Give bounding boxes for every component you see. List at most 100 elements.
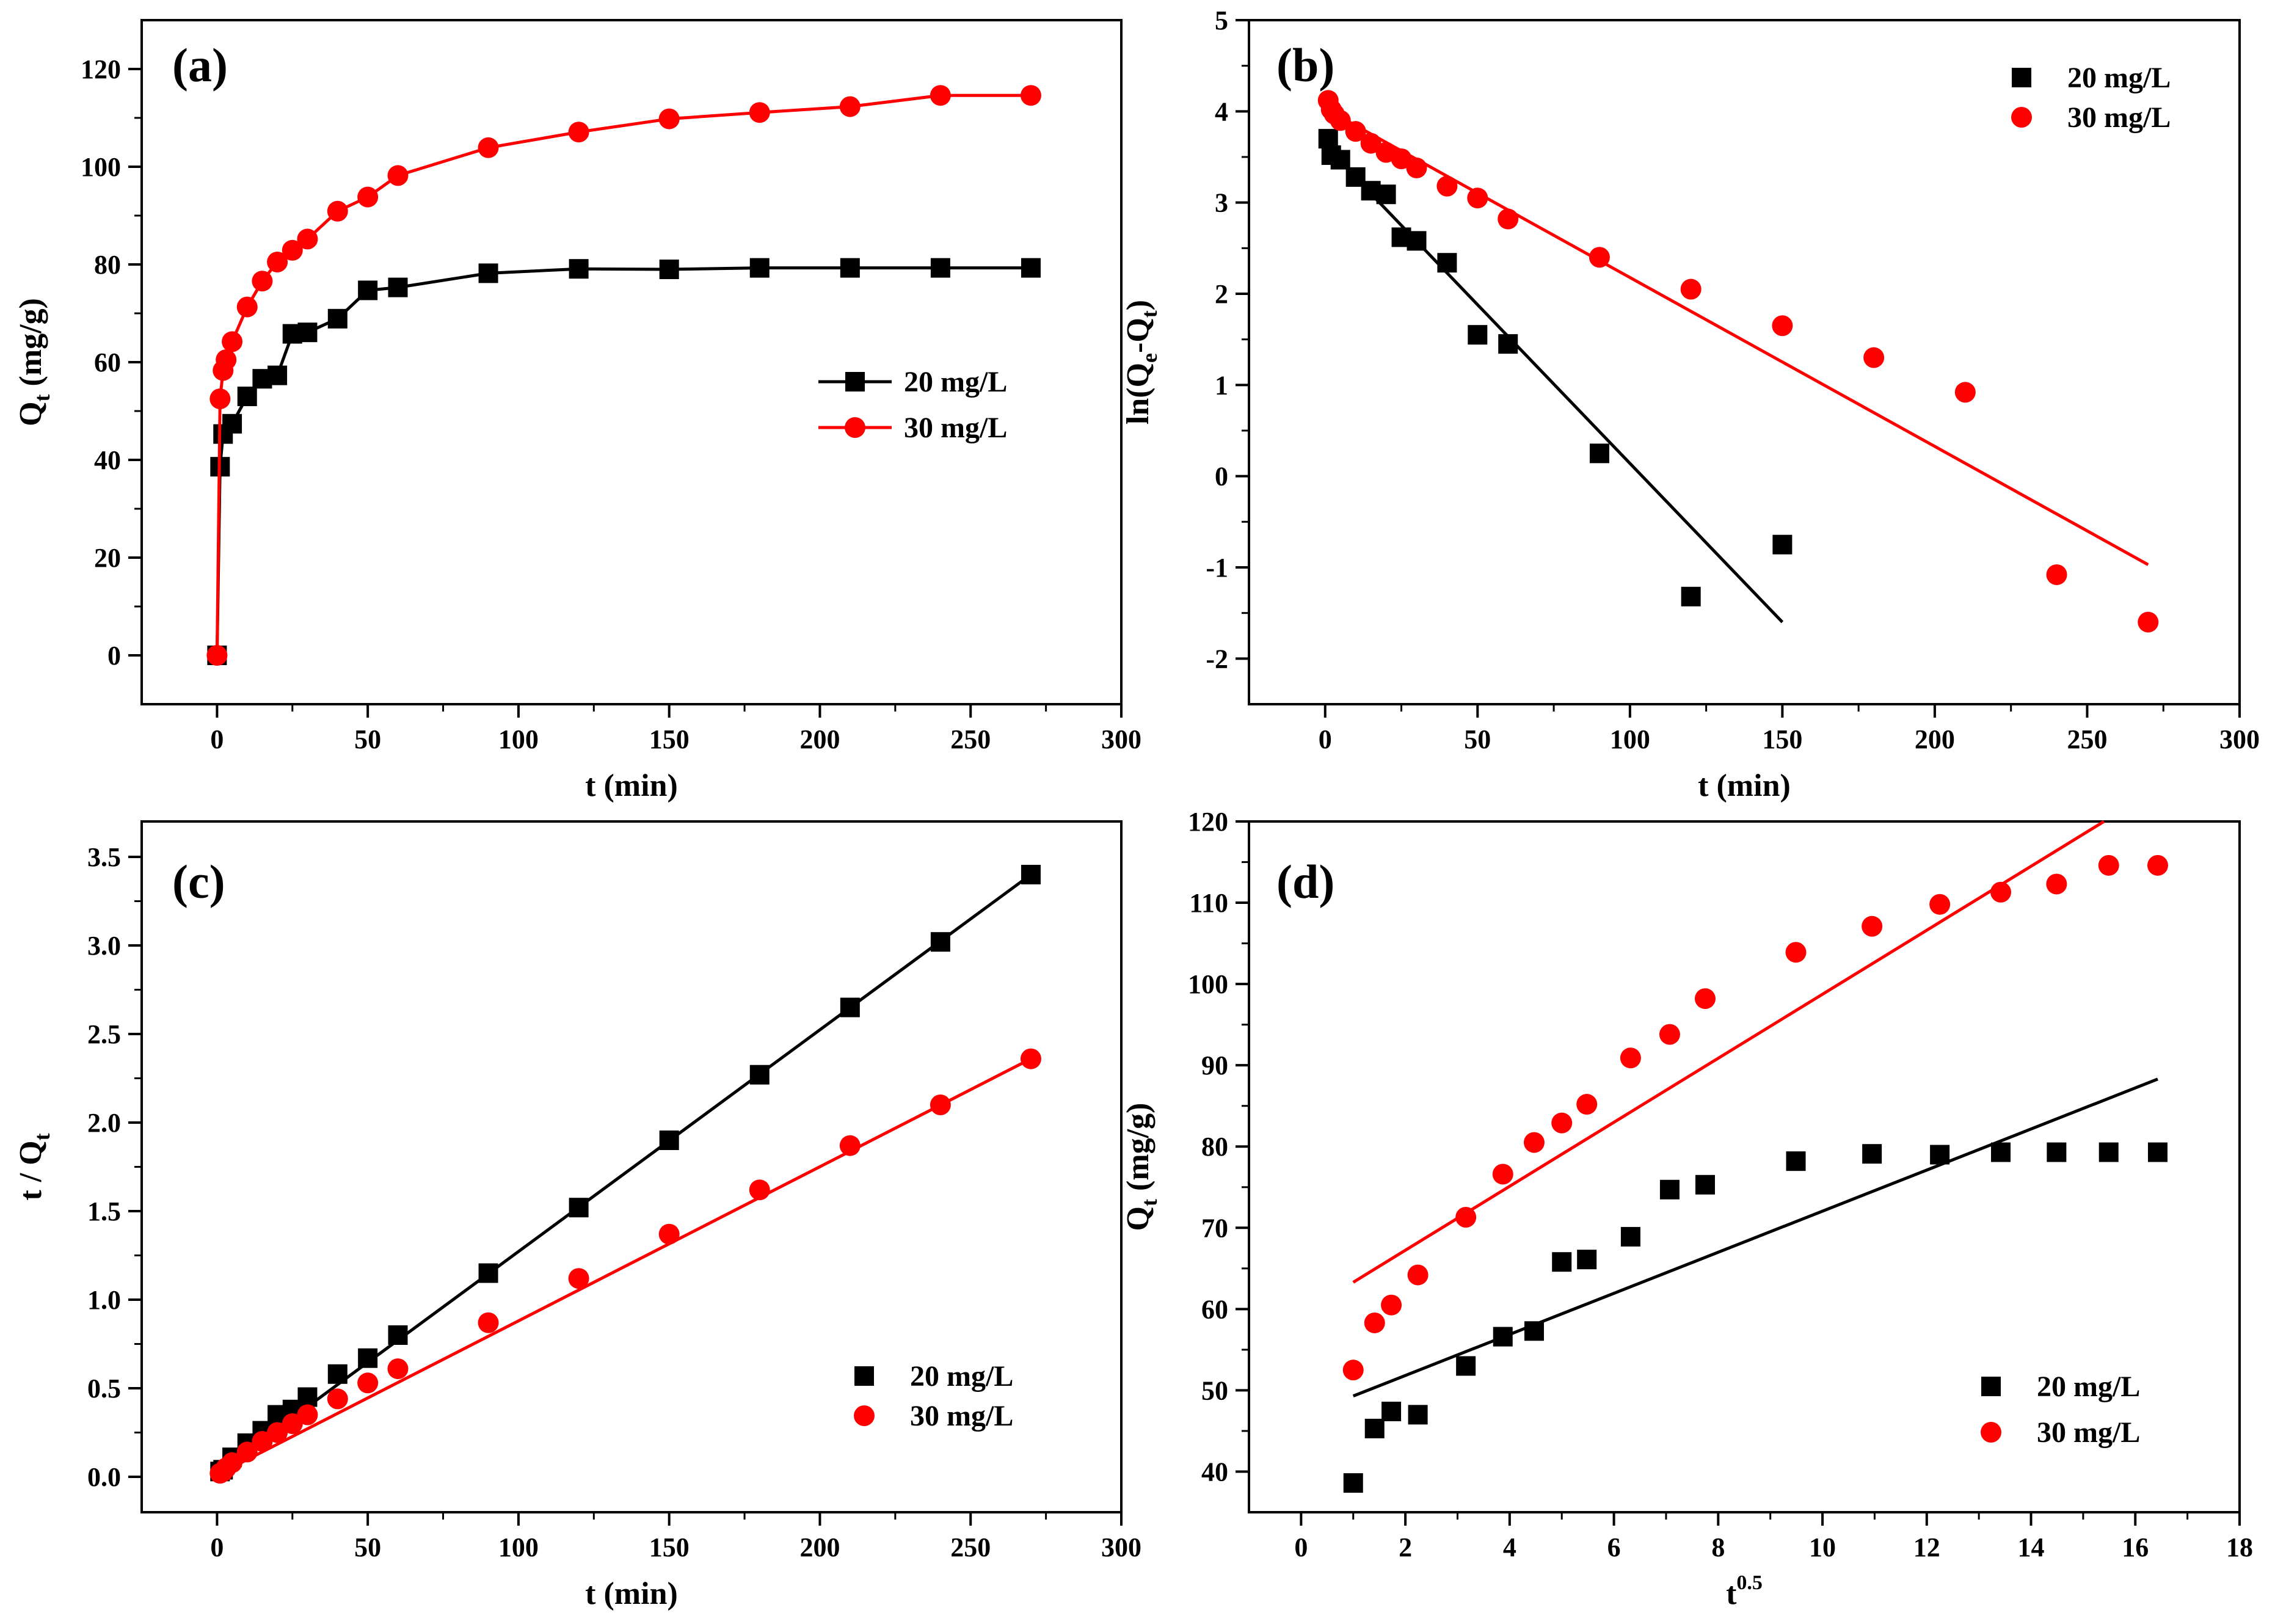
x-tick-label: 250 [950,1532,991,1562]
y-tick-label: 90 [1201,1051,1228,1080]
data-point [297,228,318,250]
x-tick-label: 10 [1809,1532,1836,1562]
panel-c: 0 50 100 150 200 250 300 0.0 0.5 1.0 1.5 2.0 2.5 3.0 3… [13,820,1141,1611]
data-point [327,308,348,329]
data-point [2098,1142,2119,1162]
series-30mgL [1342,820,2168,1381]
y-tick-label: 1.0 [87,1285,121,1315]
data-point [1021,258,1041,278]
y-tick-label: 3.0 [87,931,121,961]
y-tick-label: 2.5 [87,1019,121,1049]
data-point [237,387,257,406]
data-point [222,1452,243,1473]
data-point [840,997,860,1018]
y-tick-label: 120 [81,54,121,84]
data-point [1498,208,1519,230]
data-point [1659,1024,1680,1045]
panel-label: (b) [1276,38,1334,92]
data-point [1659,1179,1680,1200]
x-tick-label: 50 [354,1532,381,1562]
data-point [222,413,242,434]
fit-line [216,1057,1032,1477]
plot-frame [140,19,1123,705]
data-point [1695,1174,1715,1195]
data-point [2098,854,2119,876]
x-tick-label: 150 [649,724,690,754]
data-point [1376,184,1396,205]
data-point [1021,865,1041,884]
x-tick-label: 100 [498,1532,539,1562]
data-point [1929,894,1951,915]
data-point [749,102,770,123]
data-point [327,200,348,222]
x-tick-label: 200 [799,724,840,754]
plot-frame [1248,19,2241,705]
data-point [1020,85,1041,106]
data-point [1381,1294,1402,1316]
series-20mgL [1318,129,1793,624]
data-point [1493,1327,1513,1347]
data-point [1589,443,1609,464]
data-point [659,260,679,279]
legend-marker [2011,107,2032,128]
data-point [206,645,228,666]
x-tick-label: 100 [498,724,539,754]
data-point [839,96,861,117]
data-point [236,296,258,318]
data-point [1577,1250,1597,1270]
data-point [297,1404,318,1426]
data-point [388,277,408,297]
data-point [1694,988,1716,1010]
data-point [1498,334,1518,354]
data-point [216,349,237,370]
data-point [1437,253,1457,273]
data-point [1342,1360,1364,1381]
data-point [749,1065,770,1085]
y-tick-label: -1 [1206,553,1228,583]
data-point [1360,133,1381,154]
data-point [930,85,951,106]
data-point [1318,129,1338,149]
data-point [1391,148,1412,169]
x-axis-label: t (min) [585,1576,678,1611]
data-point [1492,1163,1513,1185]
data-point [478,1312,499,1333]
data-point [1524,1321,1544,1341]
x-tick-label: 0 [210,1532,224,1562]
data-point [1551,1112,1573,1134]
data-point [1343,1473,1363,1493]
data-point [1345,121,1366,142]
data-point [568,122,589,143]
data-point [1455,1206,1477,1228]
y-tick-label: 60 [94,348,121,377]
x-tick-label: 200 [1915,724,1955,754]
legend-label: 30 mg/L [2037,1416,2140,1449]
x-tick-label: 50 [354,724,381,754]
data-point [2046,564,2067,585]
data-point [659,1131,679,1150]
x-tick-label: 0 [1294,1532,1308,1562]
y-tick-label: -2 [1206,644,1228,674]
legend-label: 20 mg/L [910,1360,1013,1393]
data-point [2047,1142,2067,1162]
data-point [209,388,231,409]
fit-line [1323,145,1784,624]
fit-line [216,873,1032,1475]
y-axis-label: ln(Qe-Qt) [1121,300,1162,424]
legend-marker [2012,68,2031,87]
y-tick-label: 40 [1201,1457,1228,1487]
x-tick-label: 300 [2219,724,2260,754]
x-axis-label: t (min) [585,768,678,803]
data-point [1552,1252,1572,1272]
data-point [2046,873,2067,895]
legend-marker [1981,1422,2001,1443]
x-tick-label: 250 [2067,724,2107,754]
data-point [749,258,770,278]
data-point [268,365,288,385]
x-axis-label: t0.5 [1726,1571,1763,1611]
y-tick-label: 3 [1215,188,1228,218]
x-axis-label: t (min) [1698,768,1791,803]
data-point [1954,382,1976,403]
y-tick-label: 80 [94,250,121,280]
legend-marker [854,1405,875,1426]
